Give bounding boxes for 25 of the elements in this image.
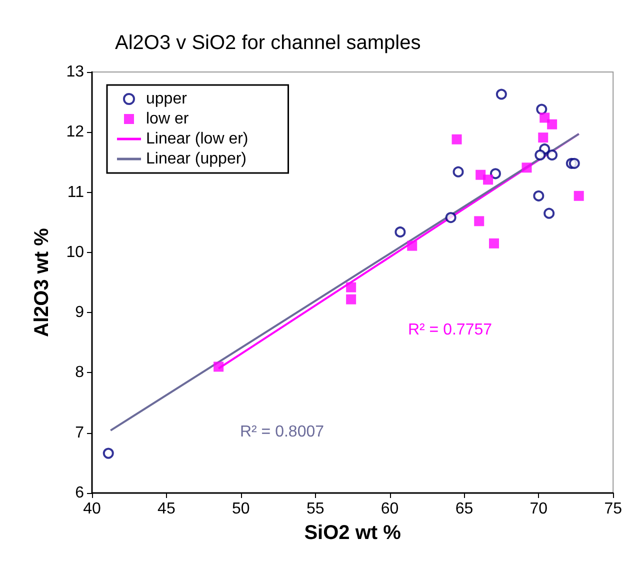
x-tick-label: 55 (306, 500, 324, 518)
legend-label: Linear (upper) (146, 150, 246, 168)
x-tick-label: 50 (232, 500, 250, 518)
x-tick-label: 65 (455, 500, 474, 518)
y-tick-label: 13 (66, 64, 84, 80)
x-tick-label: 60 (380, 500, 399, 518)
annotation: R² = 0.8007 (240, 424, 324, 440)
x-tick-label: 45 (158, 500, 176, 518)
legend-label: upper (146, 90, 188, 108)
y-tick-label: 12 (66, 124, 84, 141)
x-tick-label: 40 (83, 500, 101, 518)
chart-title: Al2O3 v SiO2 for channel samples (115, 32, 421, 54)
annotation: R² = 0.7757 (408, 322, 492, 338)
legend-label: low er (146, 110, 190, 128)
x-tick-label: 75 (604, 500, 622, 518)
x-axis-title: SiO2 wt % (304, 522, 402, 544)
y-tick-label: 10 (66, 244, 84, 261)
y-tick-label: 7 (75, 424, 84, 442)
y-axis-title: Al2O3 wt % (31, 228, 53, 337)
y-tick-label: 8 (75, 364, 84, 382)
y-tick-label: 9 (75, 304, 84, 322)
x-tick-label: 70 (530, 500, 548, 518)
y-tick-label: 6 (75, 484, 84, 502)
legend-label: Linear (low er) (146, 130, 248, 148)
y-tick-label: 11 (67, 184, 84, 201)
